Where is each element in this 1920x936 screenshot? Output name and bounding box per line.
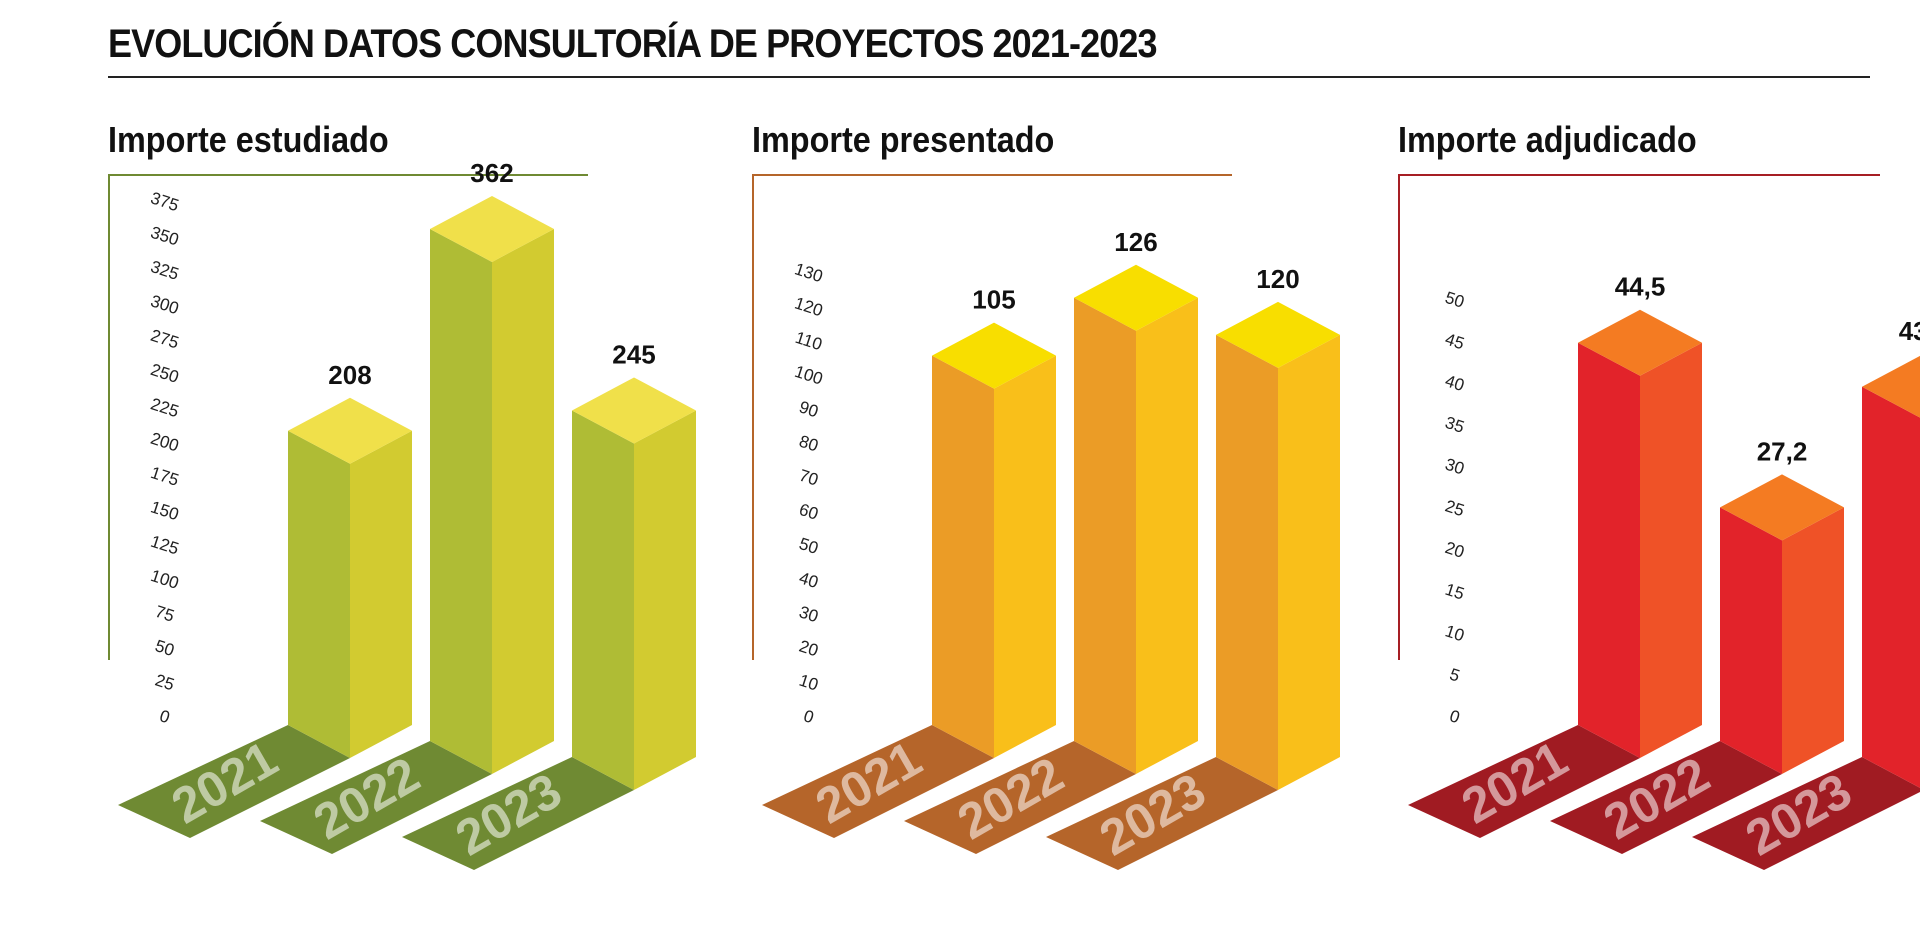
y-tick-label: 50 [153,636,177,660]
y-tick-label: 0 [801,706,816,727]
y-tick-label: 200 [148,429,181,456]
y-tick-label: 325 [148,257,181,284]
bar-2022-right-face [1782,507,1844,774]
y-tick-label: 25 [153,670,177,694]
title-divider [108,76,1870,78]
y-tick-label: 300 [148,291,181,318]
bar-2021-top-face [1578,309,1702,376]
data-label: 120 [1256,264,1299,294]
bar-2022-top-face [1720,474,1844,541]
chart-title: Importe presentado [752,120,1054,160]
y-tick-label: 30 [1443,455,1467,479]
bar-2021-top-face [932,322,1056,389]
y-tick-label: 375 [148,188,181,215]
year-base-shape [118,725,350,838]
y-tick-label: 0 [1447,706,1462,727]
y-tick-label: 175 [148,463,181,490]
y-tick-label: 80 [797,432,821,456]
y-tick-label: 130 [792,259,825,286]
year-base-shape [1046,757,1278,870]
y-tick-label: 50 [1443,288,1467,312]
bar-2023-right-face [1278,334,1340,790]
y-tick-label: 60 [797,500,821,524]
data-label: 362 [470,158,513,188]
y-tick-label: 120 [792,294,825,321]
year-base-shape [402,757,634,870]
bar-2023-left-face [1862,386,1920,788]
bar-2022-right-face [492,228,554,774]
y-tick-label: 100 [148,566,181,593]
y-tick-label: 15 [1443,580,1467,604]
y-tick-label: 10 [1443,621,1467,645]
bar-2023-top-face [1862,355,1920,418]
year-base-shape [260,741,492,854]
y-tick-label: 90 [797,397,821,421]
bar-2023-right-face [634,410,696,790]
y-tick-label: 70 [797,466,821,490]
y-tick-label: 100 [792,362,825,389]
y-tick-label: 350 [148,223,181,250]
y-tick-label: 50 [797,534,821,558]
y-tick-label: 75 [153,602,177,626]
chart-title: Importe adjudicado [1398,120,1697,160]
bar-2021-right-face [994,355,1056,758]
bar-2022-left-face [1074,297,1136,774]
y-tick-label: 110 [793,328,825,354]
bar-2023-left-face [572,410,634,790]
y-tick-label: 40 [797,568,821,592]
data-label: 208 [328,360,371,390]
y-tick-label: 25 [1443,496,1467,520]
data-label: 105 [972,285,1015,315]
data-label: 245 [612,339,655,369]
y-tick-label: 5 [1447,665,1462,686]
y-tick-label: 0 [157,706,172,727]
chart-importe-adjudicado: Importe adjudicado0510152025303540455020… [1398,120,1920,870]
y-tick-label: 20 [797,637,821,661]
y-tick-label: 10 [797,671,821,695]
bar-2023-top-face [572,377,696,444]
data-label: 44,5 [1615,272,1666,302]
bar-2023-left-face [1216,334,1278,790]
bar-2021-left-face [932,355,994,758]
year-base-shape [1408,725,1640,838]
year-base-shape [904,741,1136,854]
bar-2022-top-face [430,195,554,262]
bar-2022-top-face [1074,264,1198,331]
bar-2022-left-face [430,228,492,774]
data-label: 126 [1114,227,1157,257]
chart-importe-presentado: Importe presentado 0 10 20 30 40 50 60 70 80 90 100… [752,120,1340,870]
data-label: 27,2 [1757,436,1808,466]
bar-2022-left-face [1720,507,1782,774]
chart-title: Importe estudiado [108,120,389,160]
y-tick-label: 125 [148,532,181,559]
year-base-shape [1692,757,1920,870]
bar-2023-top-face [1216,301,1340,368]
bar-2022-right-face [1136,297,1198,774]
bar-2021-left-face [1578,342,1640,758]
bar-2021-top-face [288,397,412,464]
y-tick-label: 40 [1443,371,1467,395]
y-tick-label: 225 [148,394,181,421]
y-tick-label: 35 [1443,413,1467,437]
y-tick-label: 30 [797,602,821,626]
data-label: 43,1 [1899,316,1920,346]
year-base-shape [762,725,994,838]
bar-2021-right-face [350,430,412,758]
bar-2021-left-face [288,430,350,758]
chart-importe-estudiado: Importe estudiado 0 25 50 75 100 125 150 175 200 2… [108,120,696,870]
y-tick-label: 150 [148,497,181,524]
y-tick-label: 250 [148,360,181,387]
page-title: EVOLUCIÓN DATOS CONSULTORÍA DE PROYECTOS… [108,22,1157,66]
y-tick-label: 275 [148,326,181,353]
y-tick-label: 45 [1443,330,1467,354]
bar-2021-right-face [1640,342,1702,758]
year-base-shape [1550,741,1782,854]
y-tick-label: 20 [1443,538,1467,562]
